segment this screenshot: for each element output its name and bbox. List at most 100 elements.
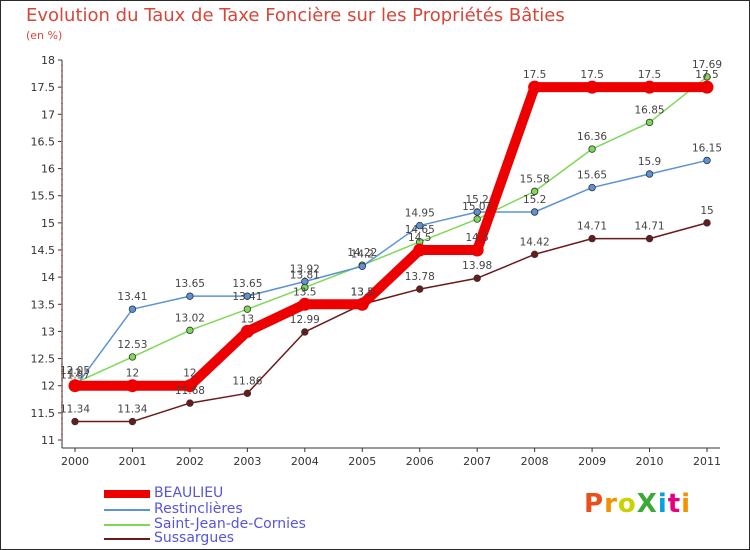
legend-label-restinclieres: Restinclières: [154, 501, 243, 517]
data-point-saint-jean-de-cornies: [128, 353, 137, 361]
logo-letter: o: [617, 489, 637, 519]
data-point-restinclieres: [645, 170, 654, 178]
data-point-restinclieres: [358, 262, 366, 270]
x-tick-label: 2009: [578, 455, 606, 468]
x-tick-label: 2003: [233, 455, 261, 468]
data-label-beaulieu: 13.5: [351, 286, 374, 298]
x-tick-label: 2010: [636, 455, 664, 468]
y-tick-label: 14: [41, 271, 55, 284]
y-axis-unit: (en %): [26, 29, 63, 42]
data-point-restinclieres: [243, 292, 252, 300]
y-tick-label: 13.5: [31, 298, 56, 311]
data-point-restinclieres: [186, 292, 194, 300]
data-label-saint-jean-de-cornies: 14.22: [347, 247, 377, 259]
data-label-saint-jean-de-cornies: 12.05: [60, 365, 90, 377]
data-label-restinclieres: 14.95: [405, 208, 435, 220]
data-label-beaulieu: 12: [183, 368, 196, 380]
data-label-beaulieu: 17.5: [638, 69, 661, 81]
series-line-sussargues: [74, 222, 708, 423]
x-tick-label: 2006: [406, 455, 434, 468]
data-point-restinclieres: [416, 221, 424, 230]
data-point-beaulieu: [125, 379, 139, 393]
data-point-beaulieu: [470, 243, 484, 257]
data-point-beaulieu: [700, 80, 714, 94]
x-tick-label: 2011: [693, 455, 721, 468]
data-label-saint-jean-de-cornies: 17.69: [692, 59, 722, 71]
data-label-sussargues: 13.78: [405, 271, 435, 283]
data-label-saint-jean-de-cornies: 12.53: [117, 339, 147, 351]
series-line-restinclieres: [74, 159, 708, 389]
series-line-saint-jean-de-cornies: [74, 76, 708, 384]
data-label-beaulieu: 17.5: [580, 69, 603, 81]
data-point-saint-jean-de-cornies: [473, 215, 481, 223]
data-label-saint-jean-de-cornies: 15.07: [462, 201, 492, 213]
data-label-saint-jean-de-cornies: 16.36: [577, 131, 607, 143]
data-label-beaulieu: 13.5: [293, 286, 316, 298]
data-point-beaulieu: [413, 243, 427, 257]
data-point-restinclieres: [473, 208, 481, 216]
data-label-restinclieres: 15.2: [523, 194, 546, 206]
data-label-sussargues: 14.71: [577, 221, 607, 233]
data-point-sussargues: [128, 417, 137, 426]
data-label-saint-jean-de-cornies: 16.85: [635, 104, 665, 116]
data-point-sussargues: [186, 399, 194, 407]
data-point-beaulieu: [240, 324, 254, 338]
x-tick-label: 2007: [463, 455, 491, 468]
data-point-saint-jean-de-cornies: [243, 305, 252, 313]
data-label-saint-jean-de-cornies: 13.41: [232, 291, 262, 303]
data-label-restinclieres: 13.65: [175, 278, 205, 290]
y-tick-label: 15: [41, 217, 55, 230]
legend-swatch-saint-jean-de-cornies: [104, 524, 150, 526]
data-label-beaulieu: 17.5: [523, 69, 546, 81]
x-tick-label: 2005: [348, 455, 376, 468]
chart-data-labels: 11.34 11.34 11.68 11.86 12.99 13.5 13.78 13.98 1…: [60, 59, 722, 416]
data-point-restinclieres: [530, 208, 539, 216]
data-label-restinclieres: 13.41: [117, 291, 147, 303]
y-tick-label: 16.5: [31, 135, 56, 148]
x-tick-label: 2002: [176, 455, 204, 468]
data-label-beaulieu: 12: [126, 368, 139, 380]
data-point-sussargues: [416, 285, 424, 293]
data-point-sussargues: [588, 234, 596, 243]
x-tick-label: 2001: [118, 455, 146, 468]
legend-swatch-sussargues: [104, 538, 150, 540]
data-point-beaulieu: [643, 80, 657, 94]
data-label-sussargues: 14.42: [520, 236, 550, 248]
data-point-beaulieu: [585, 80, 599, 94]
data-label-saint-jean-de-cornies: 15.58: [520, 173, 550, 185]
y-tick-label: 11: [41, 434, 55, 447]
y-tick-label: 14.5: [31, 244, 56, 257]
proxiti-logo: ProXiti: [584, 489, 691, 519]
y-tick-label: 17.5: [31, 81, 56, 94]
data-label-restinclieres: 14.2: [351, 248, 374, 260]
y-tick-label: 18: [41, 54, 55, 67]
data-label-sussargues: 13.5: [351, 286, 374, 298]
data-label-restinclieres: 11.97: [60, 369, 90, 381]
data-label-restinclieres: 15.65: [577, 170, 607, 182]
data-point-sussargues: [301, 328, 309, 336]
series-line-beaulieu: [70, 82, 712, 391]
data-label-sussargues: 13.98: [462, 260, 492, 272]
logo-letter: t: [667, 489, 682, 519]
data-label-saint-jean-de-cornies: 13.02: [175, 312, 205, 324]
legend-label-sussargues: Sussargues: [154, 530, 235, 546]
data-label-sussargues: 11.34: [60, 404, 90, 416]
logo-letter: X: [636, 489, 658, 519]
data-point-saint-jean-de-cornies: [186, 326, 194, 335]
logo-letter: i: [681, 489, 692, 519]
logo-letter: P: [584, 489, 605, 519]
data-point-beaulieu: [298, 297, 312, 311]
chart-title: Evolution du Taux de Taxe Foncière sur l…: [26, 5, 565, 26]
y-tick-label: 12.5: [31, 353, 56, 366]
data-label-sussargues: 14.71: [635, 221, 665, 233]
data-label-beaulieu: 17.5: [695, 69, 718, 81]
data-label-saint-jean-de-cornies: 14.65: [405, 224, 435, 236]
data-point-sussargues: [703, 219, 711, 227]
data-label-beaulieu: 14.5: [408, 232, 431, 244]
data-point-sussargues: [645, 234, 654, 243]
data-point-beaulieu: [355, 297, 369, 311]
data-label-sussargues: 11.34: [117, 404, 147, 416]
data-label-restinclieres: 13.65: [232, 278, 262, 290]
data-point-restinclieres: [588, 183, 596, 192]
